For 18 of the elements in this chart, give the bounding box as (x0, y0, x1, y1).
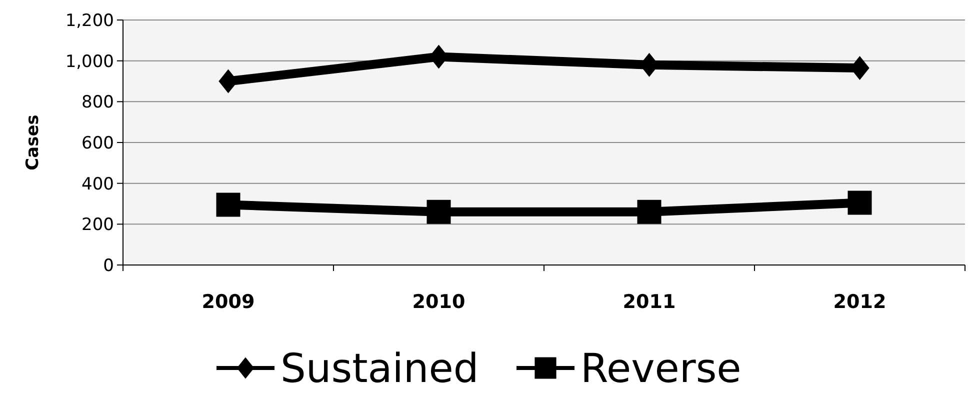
x-tick-label: 2010 (412, 291, 466, 313)
y-tick-label: 0 (103, 256, 114, 276)
point (216, 192, 240, 217)
point (426, 200, 451, 224)
x-tick-label: 2009 (202, 291, 255, 313)
y-tick-label: 200 (82, 215, 114, 236)
y-axis-title: Cases (23, 114, 43, 170)
x-tick-label: 2011 (622, 291, 676, 313)
y-tick-label: 600 (82, 133, 114, 154)
legend-label: Sustained (280, 346, 479, 392)
y-tick-label: 800 (82, 92, 114, 113)
y-tick-label: 400 (82, 174, 114, 194)
y-tick-label: 1,200 (65, 10, 114, 31)
point (848, 190, 872, 215)
y-tick-label: 1,000 (65, 52, 114, 72)
x-tick-label: 2012 (833, 291, 886, 313)
point (637, 200, 662, 224)
legend-label: Reverse (580, 346, 742, 392)
